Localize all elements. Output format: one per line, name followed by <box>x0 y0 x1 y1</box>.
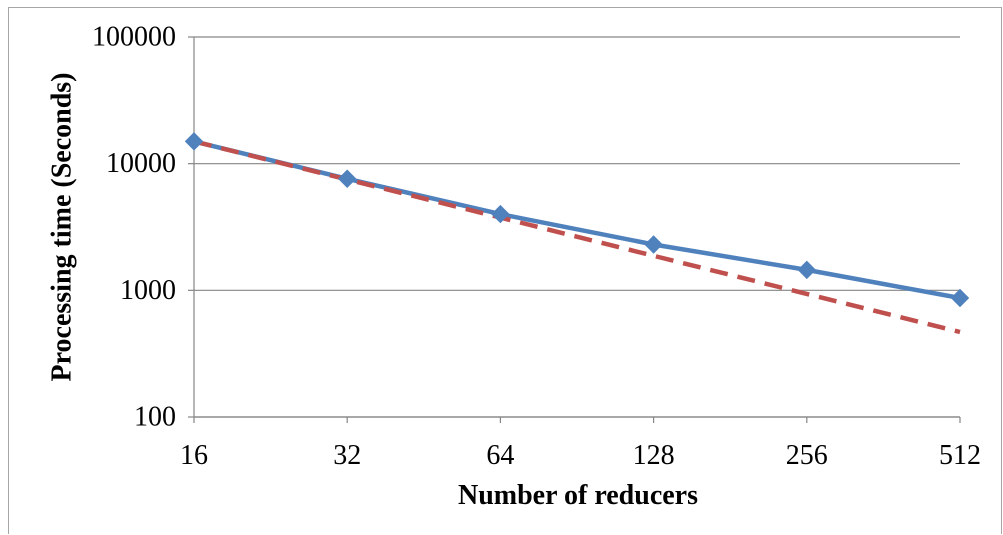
series-1-point <box>184 132 204 151</box>
x-tick-label: 32 <box>333 440 361 471</box>
series-1-point <box>337 169 357 188</box>
series-1-line <box>191 139 963 301</box>
x-tick-label: 128 <box>633 440 675 471</box>
chart-border <box>8 7 1002 534</box>
y-tick-label: 100000 <box>92 22 176 53</box>
y-tick-label: 10000 <box>106 148 176 179</box>
series-1-point <box>797 260 817 280</box>
y-axis-title: Processing time (Seconds) <box>47 73 78 382</box>
series-1-point <box>950 288 970 308</box>
series-lines <box>191 139 963 335</box>
y-tick-label: 100 <box>134 402 176 433</box>
axes <box>188 36 961 423</box>
series-markers <box>184 132 970 308</box>
series-1-point <box>491 204 510 224</box>
x-tick-label: 512 <box>939 440 981 471</box>
x-axis-title: Number of reducers <box>458 480 698 511</box>
x-tick-labels: 16 32 64 128 256 512 <box>180 440 981 471</box>
series-2-line <box>193 139 961 335</box>
series-1-point <box>644 235 663 254</box>
y-tick-labels: 100 1000 10000 100000 <box>92 22 176 433</box>
x-tick-label: 256 <box>786 440 828 471</box>
y-tick-label: 1000 <box>120 275 176 306</box>
x-tick-label: 16 <box>180 440 208 471</box>
x-tick-label: 64 <box>486 440 514 471</box>
